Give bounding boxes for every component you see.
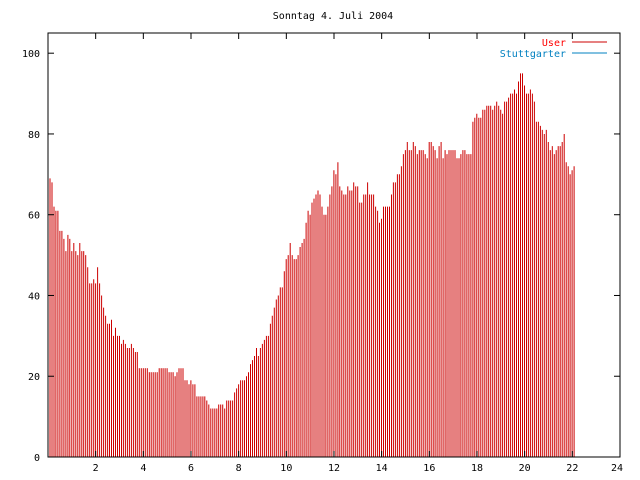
x-tick-label: 8 (236, 463, 242, 474)
x-tick-label: 10 (280, 463, 292, 474)
x-tick-label: 6 (188, 463, 194, 474)
x-tick-label: 12 (328, 463, 340, 474)
y-tick-label: 0 (34, 453, 40, 464)
x-tick-label: 18 (471, 463, 483, 474)
x-tick-label: 4 (140, 463, 146, 474)
y-tick-label: 80 (28, 130, 40, 141)
x-tick-label: 22 (566, 463, 578, 474)
x-tick-label: 16 (423, 463, 435, 474)
y-tick-label: 20 (28, 372, 40, 383)
y-tick-label: 100 (22, 49, 40, 60)
x-tick-label: 2 (93, 463, 99, 474)
y-tick-label: 60 (28, 211, 40, 222)
legend-label-user: User (542, 38, 566, 49)
x-tick-label: 24 (611, 463, 623, 474)
legend: User Stuttgarter (500, 38, 607, 60)
x-tick-label: 20 (519, 463, 531, 474)
legend-label-stuttgarter: Stuttgarter (500, 49, 566, 60)
chart-title: Sonntag 4. Juli 2004 (273, 11, 393, 22)
user-bars (47, 73, 575, 457)
y-tick-label: 40 (28, 291, 40, 302)
x-tick-label: 14 (376, 463, 388, 474)
